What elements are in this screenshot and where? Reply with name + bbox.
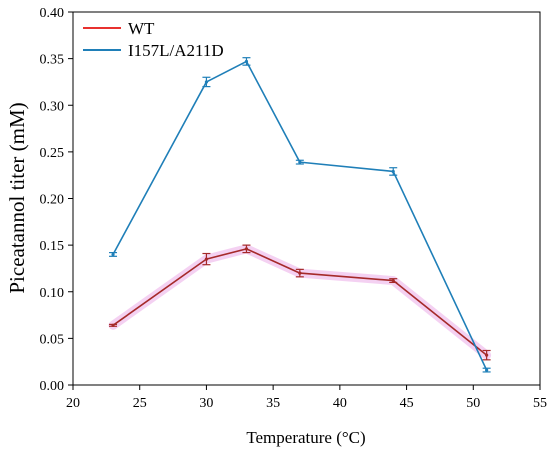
data-point [298, 160, 302, 164]
x-tick-label: 30 [199, 396, 213, 411]
axis-ticks [68, 11, 541, 390]
y-tick-label: 0.25 [40, 146, 65, 161]
series-line [112, 60, 488, 371]
x-tick-label: 50 [466, 396, 480, 411]
y-tick-label: 0.15 [40, 239, 65, 254]
data-point [485, 368, 489, 372]
legend-label: WT [128, 19, 155, 38]
x-tick-label: 45 [400, 396, 414, 411]
y-tick-label: 0.20 [40, 193, 65, 208]
series-highlight [108, 244, 492, 360]
y-tick-label: 0.00 [40, 379, 65, 394]
series-line [112, 248, 488, 356]
data-point [111, 323, 115, 327]
x-tick-label: 35 [266, 396, 280, 411]
series-2 [109, 57, 491, 373]
data-point [391, 169, 395, 174]
y-tick-label: 0.35 [40, 53, 65, 68]
y-tick-label: 0.10 [40, 286, 65, 301]
data-point [111, 252, 115, 257]
data-point [391, 278, 395, 283]
series-layer [108, 57, 492, 373]
x-tick-label: 40 [333, 396, 347, 411]
data-point [244, 59, 249, 64]
x-axis-title: Temperature (°C) [246, 428, 365, 447]
data-point [298, 271, 302, 275]
series-1 [108, 244, 492, 361]
y-tick-label: 0.05 [40, 332, 65, 347]
y-axis-title: Piceatannol titer (mM) [5, 102, 29, 293]
y-tick-label: 0.40 [40, 6, 65, 21]
x-tick-label: 25 [133, 396, 147, 411]
x-tick-label: 55 [533, 396, 547, 411]
legend-label: I157L/A211D [128, 41, 224, 60]
axis-tick-labels: 20 25 30 35 40 45 50 55 0.00 0.05 0.10 0.15 0.20 0.25… [40, 6, 548, 411]
data-point [244, 247, 249, 251]
data-point [204, 257, 209, 261]
data-point [204, 80, 209, 84]
x-tick-label: 20 [66, 396, 80, 411]
legend: WT I157L/A211D [83, 19, 224, 60]
y-tick-label: 0.30 [40, 99, 65, 114]
data-point [485, 353, 489, 357]
